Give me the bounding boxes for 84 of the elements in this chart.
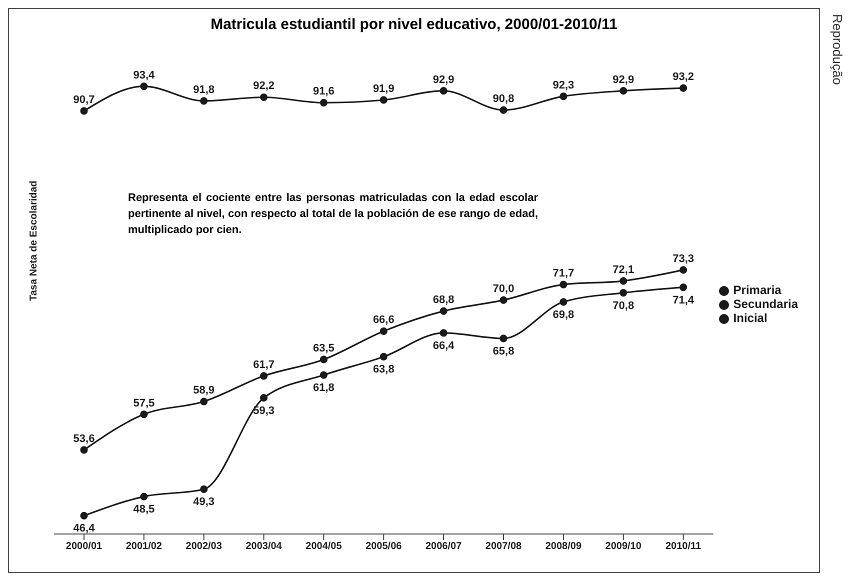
x-tick-label: 2003/04	[246, 541, 282, 552]
point	[380, 352, 388, 361]
point	[620, 277, 628, 285]
data-label: 68,8	[432, 294, 454, 306]
legend-label: Inicial	[733, 311, 768, 325]
data-label: 63,8	[372, 364, 394, 376]
point	[200, 485, 208, 494]
data-label: 61,8	[313, 382, 334, 394]
x-tick-label: 2009/10	[605, 541, 642, 552]
legend-label: Secundaria	[733, 297, 798, 311]
point	[440, 87, 448, 95]
data-label: 70,8	[612, 300, 634, 312]
data-label: 90,7	[73, 94, 95, 106]
data-label: 69,8	[552, 308, 574, 321]
x-tick-label: 2010/11	[665, 541, 702, 552]
point	[679, 84, 688, 92]
data-label: 93,2	[672, 71, 694, 84]
point	[380, 327, 388, 335]
data-label: 93,4	[133, 69, 156, 82]
data-label: 59,3	[253, 404, 274, 417]
x-tick-label: 2000/01	[66, 541, 103, 552]
x-tick-label: 2005/06	[366, 541, 402, 552]
point	[260, 93, 268, 102]
point	[560, 298, 568, 306]
point	[140, 410, 148, 418]
data-label: 63,5	[313, 342, 334, 354]
data-label: 49,3	[193, 496, 215, 508]
data-label: 61,7	[253, 358, 274, 371]
chart-title: Matricula estudiantil por nivel educativo, 2000/01-2010/11	[210, 16, 618, 33]
data-label: 92,3	[552, 79, 574, 92]
point	[140, 492, 148, 500]
point	[200, 97, 208, 105]
data-label: 70,0	[492, 283, 514, 296]
point	[679, 283, 688, 292]
point	[440, 329, 448, 337]
data-label: 71,7	[552, 268, 574, 280]
data-label: 58,9	[193, 384, 215, 397]
data-label: 92,9	[432, 74, 454, 86]
point	[140, 82, 148, 90]
data-label: 65,8	[492, 345, 514, 358]
data-label: 92,9	[612, 74, 634, 86]
legend-label: Primaria	[733, 283, 782, 297]
point	[620, 87, 628, 95]
data-label: 91,9	[372, 82, 394, 95]
data-label: 72,1	[612, 264, 634, 276]
x-tick-label: 2004/05	[306, 541, 342, 552]
point	[320, 98, 328, 107]
point	[200, 398, 208, 406]
x-tick-label: 2001/02	[126, 541, 162, 552]
data-label: 91,6	[313, 86, 334, 98]
x-tick-label: 2007/08	[485, 541, 522, 552]
point	[620, 288, 628, 297]
data-label: 91,8	[193, 84, 215, 96]
data-label: 53,6	[73, 432, 95, 445]
data-label: 71,4	[672, 294, 695, 306]
point	[500, 296, 508, 304]
data-label: 92,2	[253, 80, 274, 92]
point	[500, 334, 508, 342]
text: Reprodução	[830, 14, 845, 85]
point	[80, 446, 88, 454]
point	[320, 371, 328, 379]
data-label: 48,5	[133, 504, 155, 516]
point	[679, 266, 688, 274]
point	[560, 92, 568, 100]
data-label: 46,4	[73, 522, 96, 535]
data-label: 66,6	[372, 314, 394, 326]
point	[500, 106, 508, 114]
data-label: 73,3	[672, 252, 694, 265]
x-tick-label: 2002/03	[186, 541, 222, 552]
y-axis-title: Tasa Neta de Escolaridad	[28, 180, 40, 301]
point	[440, 307, 448, 315]
point	[260, 372, 268, 380]
point	[320, 356, 328, 364]
point	[80, 107, 88, 115]
annotation: Representa el cociente entre las personas matriculadas con la edad escolar pertinente al nivel, con respecto al total de la población de ese rango de edad, multiplicado por cien.	[128, 191, 538, 238]
data-label: 90,8	[492, 93, 514, 106]
data-label: 57,5	[133, 397, 155, 410]
point	[260, 394, 268, 402]
point	[380, 96, 388, 104]
point	[80, 512, 88, 520]
data-label: 66,4	[432, 340, 456, 352]
point	[560, 280, 568, 288]
x-tick-label: 2008/09	[545, 541, 582, 552]
x-tick-label: 2006/07	[426, 541, 462, 552]
